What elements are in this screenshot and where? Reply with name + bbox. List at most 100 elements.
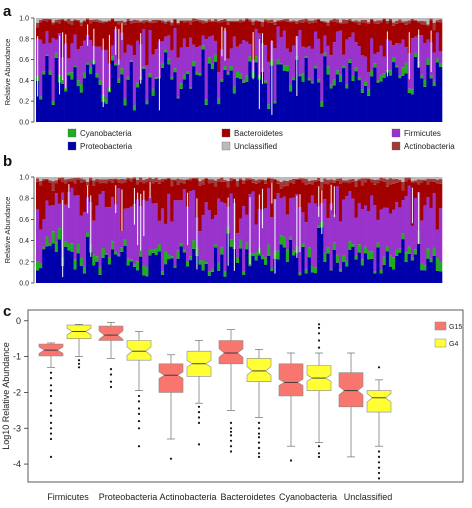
stacked-bar-segment	[407, 177, 412, 180]
stacked-bar-segment	[360, 89, 365, 93]
stacked-bar-segment	[154, 77, 159, 79]
stacked-bar-segment	[126, 18, 130, 21]
stacked-bar-segment	[301, 177, 305, 179]
stacked-bar-segment	[263, 264, 268, 283]
stacked-bar-segment	[204, 21, 209, 23]
stacked-bar-segment	[145, 18, 149, 21]
stacked-bar-segment	[57, 179, 62, 204]
stacked-bar-segment	[101, 247, 105, 258]
stacked-bar-segment	[392, 209, 396, 258]
stacked-bar-segment	[107, 206, 112, 258]
stacked-bar-segment	[429, 18, 433, 19]
stacked-bar-segment	[170, 77, 174, 80]
stacked-bar-segment	[70, 252, 74, 283]
stacked-bar-segment	[120, 74, 124, 122]
stacked-bar-segment	[139, 79, 143, 122]
stacked-bar-segment	[288, 22, 293, 53]
stacked-bar-segment	[217, 18, 221, 21]
stacked-bar-segment	[351, 75, 355, 81]
bar-gap	[118, 28, 120, 65]
stacked-bar-segment	[179, 88, 184, 122]
stacked-bar-segment	[423, 177, 427, 180]
stacked-bar-segment	[385, 207, 390, 247]
stacked-bar-segment	[242, 180, 246, 184]
stacked-bar-segment	[204, 177, 209, 179]
stacked-bar-segment	[164, 21, 168, 24]
stacked-bar-segment	[229, 177, 234, 179]
stacked-bar-segment	[342, 180, 346, 183]
legend-swatch	[391, 141, 401, 151]
stacked-bar-segment	[276, 259, 280, 283]
stacked-bar-segment	[282, 177, 287, 181]
stacked-bar-segment	[189, 177, 193, 179]
stacked-bar-segment	[92, 220, 96, 255]
stacked-bar-segment	[154, 177, 159, 182]
stacked-bar-segment	[279, 64, 284, 122]
bar-gap	[65, 34, 67, 89]
box-g4	[246, 358, 272, 383]
stacked-bar-segment	[370, 76, 374, 122]
stacked-bar-segment	[254, 28, 259, 57]
stacked-bar-segment	[126, 76, 130, 80]
stacked-bar-segment	[279, 198, 284, 236]
stacked-bar-segment	[338, 81, 343, 122]
stacked-bar-segment	[195, 71, 199, 75]
stacked-bar-segment	[438, 19, 443, 23]
bar-gap	[68, 184, 70, 208]
stacked-bar-segment	[198, 73, 202, 76]
stacked-bar-segment	[232, 177, 237, 179]
stacked-bar-segment	[101, 23, 105, 51]
stacked-bar-segment	[242, 40, 246, 81]
stacked-bar-segment	[426, 248, 430, 259]
stacked-bar-segment	[360, 19, 365, 23]
stacked-bar-segment	[54, 242, 59, 252]
stacked-bar-segment	[379, 269, 383, 274]
stacked-bar-segment	[101, 257, 105, 283]
stacked-bar-segment	[60, 19, 65, 21]
stacked-bar-segment	[98, 266, 102, 275]
stacked-bar-segment	[70, 177, 74, 179]
stacked-bar-segment	[395, 249, 399, 256]
stacked-bar-segment	[257, 177, 262, 180]
stacked-bar-segment	[189, 260, 193, 283]
stacked-bar-segment	[404, 195, 408, 253]
stacked-bar-segment	[164, 49, 168, 53]
stacked-bar-segment	[235, 20, 240, 22]
stacked-bar-segment	[160, 271, 165, 275]
stacked-bar-segment	[39, 99, 43, 122]
stacked-bar-segment	[304, 222, 308, 270]
stacked-bar-segment	[301, 81, 305, 122]
stacked-bar-segment	[201, 20, 205, 24]
stacked-bar-segment	[348, 37, 352, 60]
stacked-bar-segment	[104, 254, 109, 283]
stacked-bar-segment	[438, 66, 443, 122]
stacked-bar-segment	[95, 205, 99, 257]
stacked-bar-segment	[423, 180, 427, 206]
y-tick-label: 0.4	[19, 78, 29, 85]
y-tick-label: 0.4	[19, 238, 29, 245]
stacked-bar-segment	[76, 243, 81, 254]
stacked-bar-segment	[207, 63, 212, 122]
stacked-bar-segment	[379, 177, 383, 181]
stacked-bar-segment	[351, 178, 355, 182]
stacked-bar-segment	[85, 18, 90, 20]
stacked-bar-segment	[129, 23, 134, 46]
stacked-bar-segment	[39, 263, 43, 269]
stacked-bar-segment	[179, 200, 184, 244]
stacked-bar-segment	[407, 185, 412, 247]
stacked-bar-segment	[292, 183, 296, 198]
stacked-bar-segment	[423, 86, 427, 122]
stacked-bar-segment	[217, 181, 221, 199]
legend-label: Firmicutes	[404, 129, 441, 138]
stacked-bar-segment	[401, 75, 405, 122]
y-tick-label: -3	[13, 423, 21, 433]
stacked-bar-segment	[198, 264, 202, 283]
stacked-bar-segment	[285, 214, 290, 250]
stacked-bar-segment	[179, 47, 184, 84]
box-g15	[98, 325, 124, 341]
stacked-bar-segment	[92, 180, 96, 186]
stacked-bar-segment	[73, 67, 77, 122]
stacked-bar-segment	[120, 68, 124, 75]
stacked-bar-segment	[370, 38, 374, 71]
stacked-bar-segment	[351, 246, 355, 283]
